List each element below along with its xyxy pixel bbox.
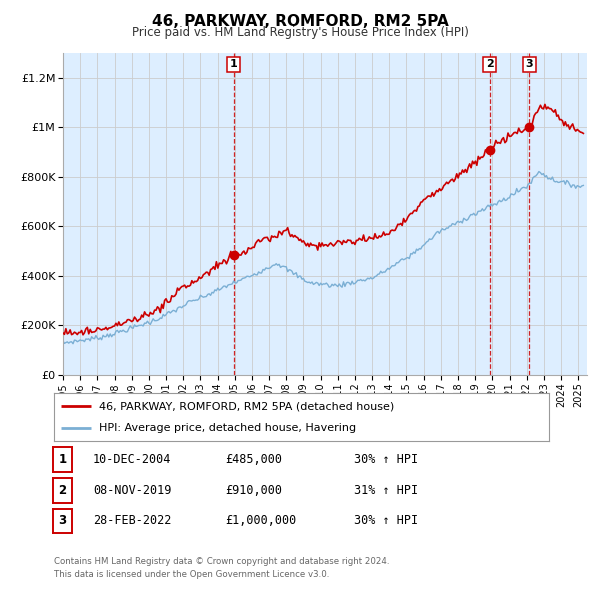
Text: 30% ↑ HPI: 30% ↑ HPI bbox=[354, 453, 418, 466]
Text: This data is licensed under the Open Government Licence v3.0.: This data is licensed under the Open Gov… bbox=[54, 571, 329, 579]
Text: 10-DEC-2004: 10-DEC-2004 bbox=[93, 453, 172, 466]
Text: 2: 2 bbox=[58, 484, 67, 497]
Text: £910,000: £910,000 bbox=[225, 484, 282, 497]
Text: HPI: Average price, detached house, Havering: HPI: Average price, detached house, Have… bbox=[98, 423, 356, 433]
Text: 1: 1 bbox=[230, 60, 238, 70]
Text: £485,000: £485,000 bbox=[225, 453, 282, 466]
Text: Contains HM Land Registry data © Crown copyright and database right 2024.: Contains HM Land Registry data © Crown c… bbox=[54, 558, 389, 566]
Text: 2: 2 bbox=[486, 60, 494, 70]
Text: 28-FEB-2022: 28-FEB-2022 bbox=[93, 514, 172, 527]
Text: 3: 3 bbox=[58, 514, 67, 527]
Text: 1: 1 bbox=[58, 453, 67, 466]
Text: 3: 3 bbox=[526, 60, 533, 70]
Text: 46, PARKWAY, ROMFORD, RM2 5PA: 46, PARKWAY, ROMFORD, RM2 5PA bbox=[152, 14, 448, 28]
Text: Price paid vs. HM Land Registry's House Price Index (HPI): Price paid vs. HM Land Registry's House … bbox=[131, 26, 469, 39]
Text: 31% ↑ HPI: 31% ↑ HPI bbox=[354, 484, 418, 497]
Text: £1,000,000: £1,000,000 bbox=[225, 514, 296, 527]
Text: 30% ↑ HPI: 30% ↑ HPI bbox=[354, 514, 418, 527]
Text: 46, PARKWAY, ROMFORD, RM2 5PA (detached house): 46, PARKWAY, ROMFORD, RM2 5PA (detached … bbox=[98, 401, 394, 411]
Text: 08-NOV-2019: 08-NOV-2019 bbox=[93, 484, 172, 497]
